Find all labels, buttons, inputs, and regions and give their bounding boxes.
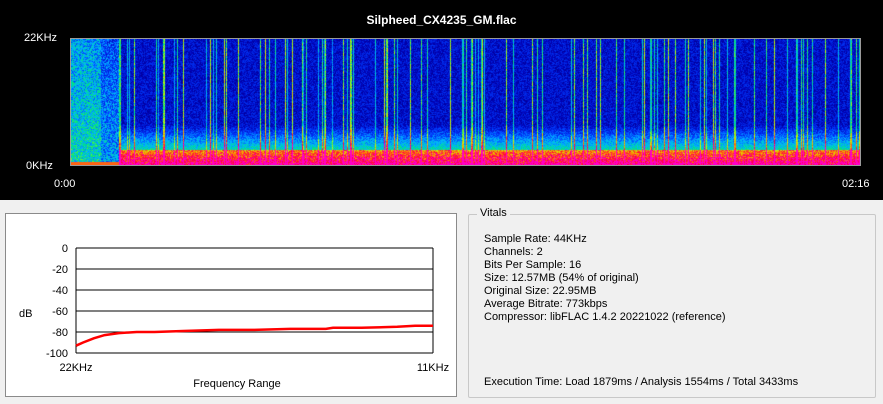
execution-time: Execution Time: Load 1879ms / Analysis 1… [484,376,799,388]
time-start-label: 0:00 [54,178,76,190]
y-tick-label: -80 [52,327,68,339]
y-tick-label: -60 [52,306,68,318]
vitals-line: Channels: 2 [484,246,543,258]
y-tick-label: -20 [52,264,68,276]
vitals-legend: Vitals [477,207,510,219]
y-tick-label: -40 [52,285,68,297]
y-axis-label: dB [19,308,32,320]
time-end-label: 02:16 [842,178,870,190]
vitals-line: Original Size: 22.95MB [484,285,597,297]
x-axis-label: Frequency Range [193,378,280,390]
frequency-chart-box: 0 -20 -40 -60 -80 -100 dB 22KHz 11KHz Frequenc… [5,213,457,397]
series-line [75,324,433,347]
freq-top-label: 22KHz [24,32,58,44]
vitals-list: Sample Rate: 44KHz Channels: 2 Bits Per Sa… [484,233,726,324]
x-tick-label: 11KHz [417,362,449,374]
spectrogram-panel: Silpheed_CX4235_GM.flac 22KHz 0KHz 0:00 … [0,0,883,200]
vitals-line: Size: 12.57MB (54% of original) [484,272,639,284]
spectrogram-title: Silpheed_CX4235_GM.flac [366,13,517,27]
vitals-line: Bits Per Sample: 16 [484,259,582,271]
vitals-groupbox [468,214,876,398]
freq-bottom-label: 0KHz [26,160,53,172]
spectrogram-image [70,38,861,166]
vitals-line: Compressor: libFLAC 1.4.2 20221022 (refe… [484,311,726,323]
frequency-chart: 0 -20 -40 -60 -80 -100 dB 22KHz 11KHz Frequenc… [19,243,449,390]
x-tick-label: 22KHz [59,362,92,374]
vitals-line: Average Bitrate: 773kbps [484,298,608,310]
y-tick-label: -100 [46,348,68,360]
vitals-line: Sample Rate: 44KHz [484,233,587,245]
y-tick-label: 0 [62,243,68,255]
